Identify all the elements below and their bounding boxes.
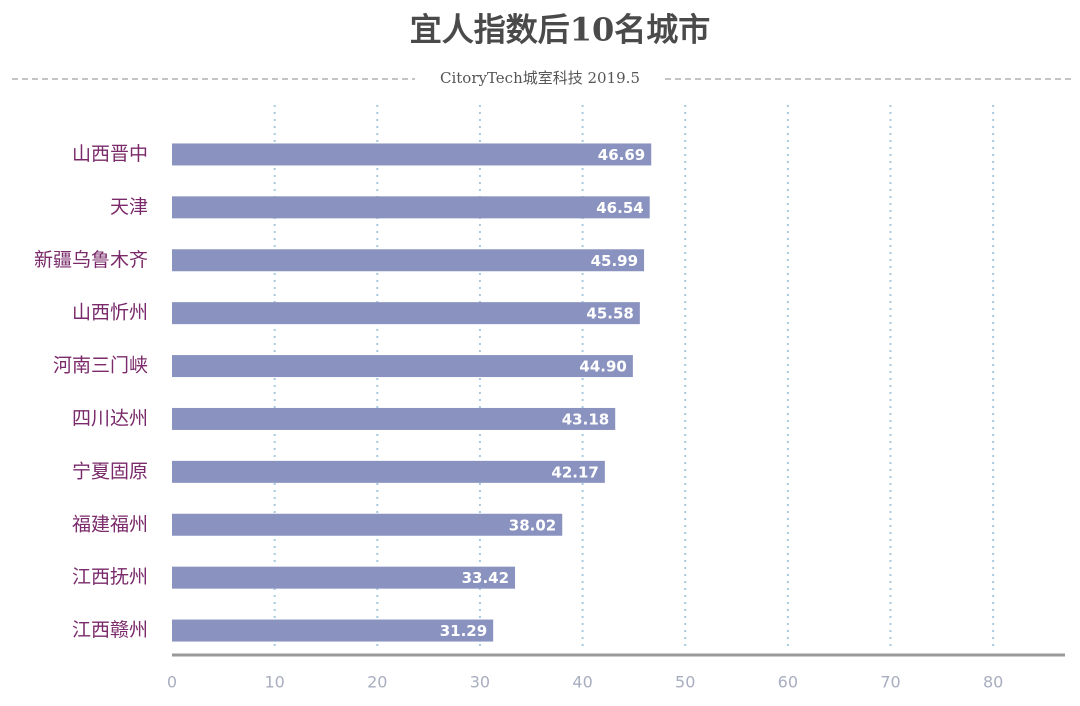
y-tick-label: 天津	[110, 196, 148, 218]
bar	[172, 460, 605, 483]
bar	[172, 249, 645, 272]
x-tick-label: 50	[675, 673, 695, 692]
y-tick-label: 河南三门峡	[53, 355, 148, 377]
y-tick-label: 江西抚州	[72, 566, 148, 588]
value-label: 45.99	[591, 252, 638, 270]
bar	[172, 566, 516, 589]
x-tick-label: 40	[572, 673, 592, 692]
bar	[172, 513, 563, 536]
bar	[172, 302, 640, 325]
value-label: 42.17	[551, 463, 598, 481]
bar	[172, 407, 616, 430]
bar	[172, 196, 650, 219]
y-tick-label: 江西赣州	[72, 619, 148, 641]
x-tick-label: 10	[264, 673, 284, 692]
value-label: 46.69	[598, 146, 645, 164]
value-label: 43.18	[562, 410, 609, 428]
value-label: 38.02	[509, 516, 556, 534]
y-tick-label: 宁夏固原	[72, 460, 148, 482]
value-label: 33.42	[462, 569, 509, 587]
x-tick-label: 60	[778, 673, 798, 692]
x-tick-label: 30	[470, 673, 490, 692]
y-tick-label: 山西晋中	[72, 143, 148, 165]
bar	[172, 143, 652, 166]
x-tick-label: 80	[983, 673, 1003, 692]
value-label: 31.29	[440, 622, 487, 640]
bar	[172, 355, 633, 378]
value-label: 45.58	[586, 305, 633, 323]
x-tick-label: 0	[167, 673, 177, 692]
chart-subtitle: CitoryTech城室科技 2019.5	[440, 69, 640, 87]
value-label: 44.90	[579, 358, 626, 376]
x-tick-label: 70	[880, 673, 900, 692]
y-tick-label: 四川达州	[72, 407, 148, 429]
value-label: 46.54	[596, 199, 643, 217]
y-tick-label: 山西忻州	[72, 302, 148, 324]
bar	[172, 619, 494, 642]
x-tick-label: 20	[367, 673, 387, 692]
y-tick-label: 新疆乌鲁木齐	[34, 249, 148, 271]
y-tick-label: 福建福州	[72, 513, 148, 535]
chart-title: 宜人指数后10名城市	[410, 11, 711, 49]
